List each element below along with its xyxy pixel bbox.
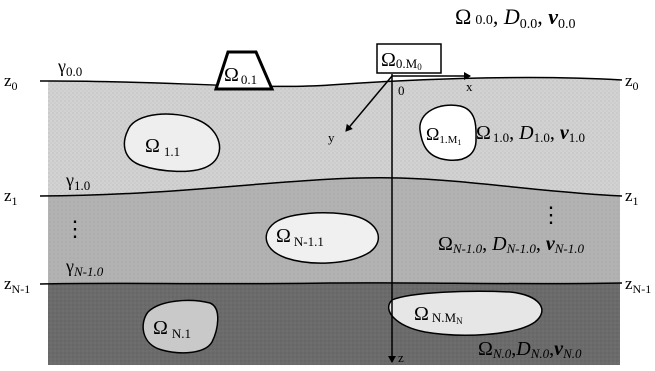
gamma-1-label: γ1.0 [65,170,90,193]
inclusion-omega-1-1-label: Ω 1.1 [145,135,180,159]
inclusion-omega-n-1-1-label: Ω N-1.1 [276,225,324,249]
layer-n-label: ΩN.0,DN.0,vN.0 [478,338,582,361]
inclusion-omega-n-mn-label: Ω N.MN [414,303,463,326]
layer-n-1-label: ΩN-1.0, DN-1.0, vN-1.0 [438,233,584,256]
ellipsis-right: ⋮ [540,202,562,227]
gamma-n-1-label: γN-1.0 [65,256,104,279]
inclusion-omega-1-m1-shape [419,104,477,161]
ellipsis-left: ⋮ [64,216,86,241]
zn1-left-label: zN-1 [4,274,30,296]
boundary-gamma-1 [39,176,623,197]
inclusion-omega-n-1-1-shape [265,212,380,264]
layer-1-label: Ω 1.0, D1.0, v1.0 [476,122,585,145]
inclusion-omega-1-1-shape [123,113,221,173]
boundary-gamma-n-1 [39,282,623,285]
boundary-gamma-0 [39,76,623,88]
z1-right-label: z1 [625,186,639,208]
x-axis-label: x [466,79,473,94]
inclusion-omega-1-m1-label: Ω1.M1 [426,124,461,147]
surface-body-omega-0-1-shape [213,50,275,91]
zn1-right-label: zN-1 [625,274,651,296]
z1-left-label: z1 [4,186,18,208]
gamma-0-label: γ0.0 [57,56,82,79]
origin-label: 0 [398,83,405,98]
z0-left-label: z0 [4,71,18,93]
y-axis [345,75,393,132]
y-axis-label: y [328,130,335,145]
z0-right-label: z0 [625,71,639,93]
surface-body-omega-0-m0-label: Ω0.M0 [381,49,422,72]
top-right-label: Ω 0.0, D0.0, v0.0 [455,4,576,32]
surface-body-omega-0-m0-shape [376,43,442,74]
inclusion-omega-n-1-label: Ω N.1 [153,317,191,341]
surface-body-omega-0-1-label: Ω 0.1 [224,64,257,87]
inclusion-omega-n-1-shape [142,299,219,354]
inclusion-omega-n-mn-shape [387,290,543,336]
z-axis-label: z [398,350,404,365]
